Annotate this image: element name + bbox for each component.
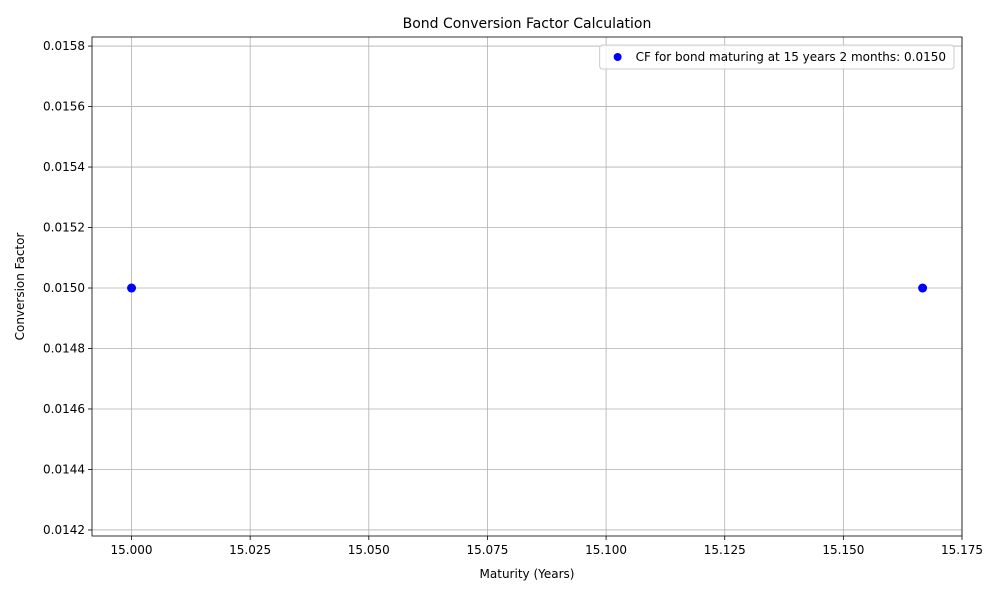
- x-tick-label: 15.025: [229, 543, 271, 557]
- point-layer: [127, 283, 928, 293]
- y-axis-label: Conversion Factor: [13, 233, 27, 341]
- x-tick-label: 15.175: [941, 543, 983, 557]
- y-tick-label: 0.0152: [43, 221, 85, 235]
- y-tick-label: 0.0154: [43, 160, 85, 174]
- x-tick-label: 15.125: [704, 543, 746, 557]
- x-tick-label: 15.000: [111, 543, 153, 557]
- y-tick-label: 0.0158: [43, 39, 85, 53]
- x-tick-label: 15.075: [466, 543, 508, 557]
- plot-frame: [91, 36, 963, 537]
- x-axis-label: Maturity (Years): [480, 567, 575, 581]
- legend-marker: [613, 53, 622, 61]
- legend: CF for bond maturing at 15 years 2 month…: [599, 44, 955, 70]
- y-tick-label: 0.0142: [43, 523, 85, 537]
- y-tick-label: 0.0146: [43, 402, 85, 416]
- chart-title: Bond Conversion Factor Calculation: [403, 16, 652, 32]
- x-tick-label: 15.050: [348, 543, 390, 557]
- y-tick-label: 0.0148: [43, 341, 85, 355]
- y-tick-label: 0.0150: [43, 281, 85, 295]
- legend-label: CF for bond maturing at 15 years 2 month…: [636, 50, 946, 64]
- tick-layer: 15.000 15.025 15.050 15.075 15.100 15.125 15.1…: [43, 39, 983, 557]
- data-point: [127, 283, 137, 293]
- grid-layer: [92, 37, 963, 536]
- y-tick-label: 0.0156: [43, 100, 85, 114]
- legend-box: [599, 44, 955, 70]
- y-tick-label: 0.0144: [43, 462, 85, 476]
- data-point: [918, 283, 928, 293]
- x-tick-label: 15.100: [585, 543, 627, 557]
- x-tick-label: 15.150: [822, 543, 864, 557]
